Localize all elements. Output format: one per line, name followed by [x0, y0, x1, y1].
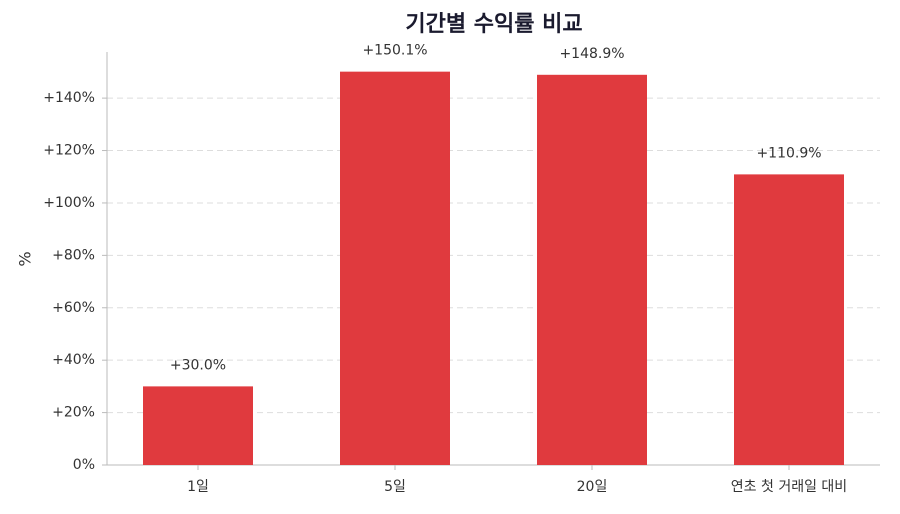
y-tick-label: +20% — [52, 405, 95, 421]
y-tick-label: +140% — [43, 90, 95, 106]
x-tick-label: 5일 — [384, 479, 406, 495]
x-tick-label: 1일 — [187, 479, 209, 495]
bar — [734, 174, 844, 466]
chart-title: 기간별 수익률 비교 — [405, 12, 582, 37]
bar — [340, 71, 450, 466]
bar — [143, 386, 253, 465]
y-axis-label: % — [16, 251, 35, 266]
y-tick-label: +120% — [43, 143, 95, 159]
x-tick-label: 20일 — [577, 479, 608, 495]
y-tick-label: +100% — [43, 195, 95, 211]
value-label: +110.9% — [756, 145, 821, 161]
x-tick-label: 연초 첫 거래일 대비 — [731, 479, 847, 495]
y-tick-label: 0% — [73, 457, 95, 473]
y-tick-label: +40% — [52, 352, 95, 368]
value-label: +30.0% — [170, 357, 226, 373]
value-label: +148.9% — [559, 46, 624, 62]
value-label: +150.1% — [362, 43, 427, 59]
y-tick-label: +60% — [52, 300, 95, 316]
bar — [537, 74, 647, 465]
y-tick-label: +80% — [52, 247, 95, 263]
